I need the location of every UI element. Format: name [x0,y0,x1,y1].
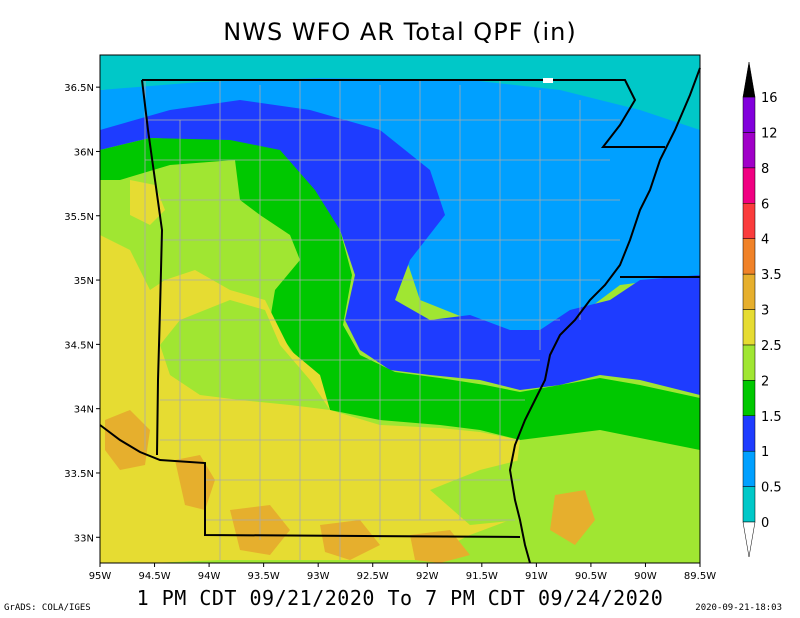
generation-timestamp: 2020-09-21-18:03 [695,603,782,613]
software-credit: GrADS: COLA/IGES [4,603,91,613]
colorbar-swatch [742,344,756,381]
colorbar-label: 12 [761,126,778,141]
latitude-axis: 36.5N 36N 35.5N 35N 34.5N 34N 33.5N 33N [64,83,100,544]
lat-tick-label: 36N [74,147,94,158]
lat-tick-label: 33.5N [64,469,94,480]
lon-tick-label: 89.5W [684,571,716,582]
fill-1.5-2 [100,138,700,450]
fill-2-2.5-east [520,440,700,563]
colorbar-label: 3.5 [761,268,782,283]
colorbar-label: 0.5 [761,481,782,496]
lon-tick-label: 91.5W [466,571,498,582]
lon-tick-label: 91W [525,571,548,582]
map-marker [543,78,553,83]
lon-tick-label: 94.5W [138,571,170,582]
arkansas-oklahoma-border [141,79,164,456]
precip-fill-layer [100,55,700,563]
colorbar-label: 1.5 [761,410,782,425]
fill-3-3.5-e [410,530,470,563]
lat-tick-label: 36.5N [64,83,94,94]
colorbar-swatch [742,96,756,133]
colorbar-swatch [742,132,756,169]
lat-tick-label: 35.5N [64,212,94,223]
county-lines [144,80,620,560]
colorbar-label: 16 [761,91,778,106]
lon-tick-label: 90W [634,571,657,582]
colorbar-label: 8 [761,162,769,177]
lat-tick-label: 35N [74,276,94,287]
mississippi-river [508,67,701,564]
lon-tick-label: 92.5W [357,571,389,582]
colorbar-swatch [742,167,756,204]
colorbar-label: 6 [761,197,769,212]
lon-tick-label: 94W [198,571,221,582]
colorbar-min-arrow [742,521,756,558]
lon-tick-label: 95W [89,571,112,582]
plot-frame [99,54,701,564]
colorbar-swatch [742,415,756,452]
colorbar-swatch [742,486,756,523]
lat-tick-label: 34.5N [64,340,94,351]
lat-tick-label: 33N [74,533,94,544]
lon-tick-label: 93.5W [248,571,280,582]
colorbar-label: 2.5 [761,339,782,354]
colorbar-label: 2 [761,374,769,389]
lon-tick-label: 90.5W [575,571,607,582]
fill-1-1.5 [100,100,700,395]
lat-tick-label: 34N [74,405,94,416]
lon-tick-label: 93W [307,571,330,582]
fill-3-3.5-a [105,410,150,470]
colorbar-label: 3 [761,304,769,319]
map-title: NWS WFO AR Total QPF (in) [223,18,577,46]
colorbar-swatch [742,309,756,346]
qpf-colorbar: 0 0.5 1 1.5 2 2.5 3 3.5 4 6 8 12 16 [742,61,782,558]
longitude-axis: 95W 94.5W 94W 93.5W 93W 92.5W 92W 91.5W 91W 90.5W… [89,563,716,582]
fill-2-2.5-inner [160,300,330,410]
arkansas-texas-louisiana-border [99,424,521,538]
colorbar-swatch [742,203,756,239]
colorbar-swatch [742,238,756,275]
valid-period: 1 PM CDT 09/21/2020 To 7 PM CDT 09/24/20… [136,586,664,610]
fill-3-3.5-f [550,490,595,545]
colorbar-swatch [742,273,756,310]
colorbar-label: 0 [761,516,769,531]
fill-2-2.5-se [430,460,520,525]
colorbar-label: 4 [761,233,769,248]
colorbar-label: 1 [761,445,769,460]
colorbar-swatch [742,380,756,417]
fill-3-3.5-d [320,520,380,560]
lon-tick-label: 92W [416,571,439,582]
colorbar-swatch [742,450,756,487]
colorbar-max-arrow [742,61,756,98]
